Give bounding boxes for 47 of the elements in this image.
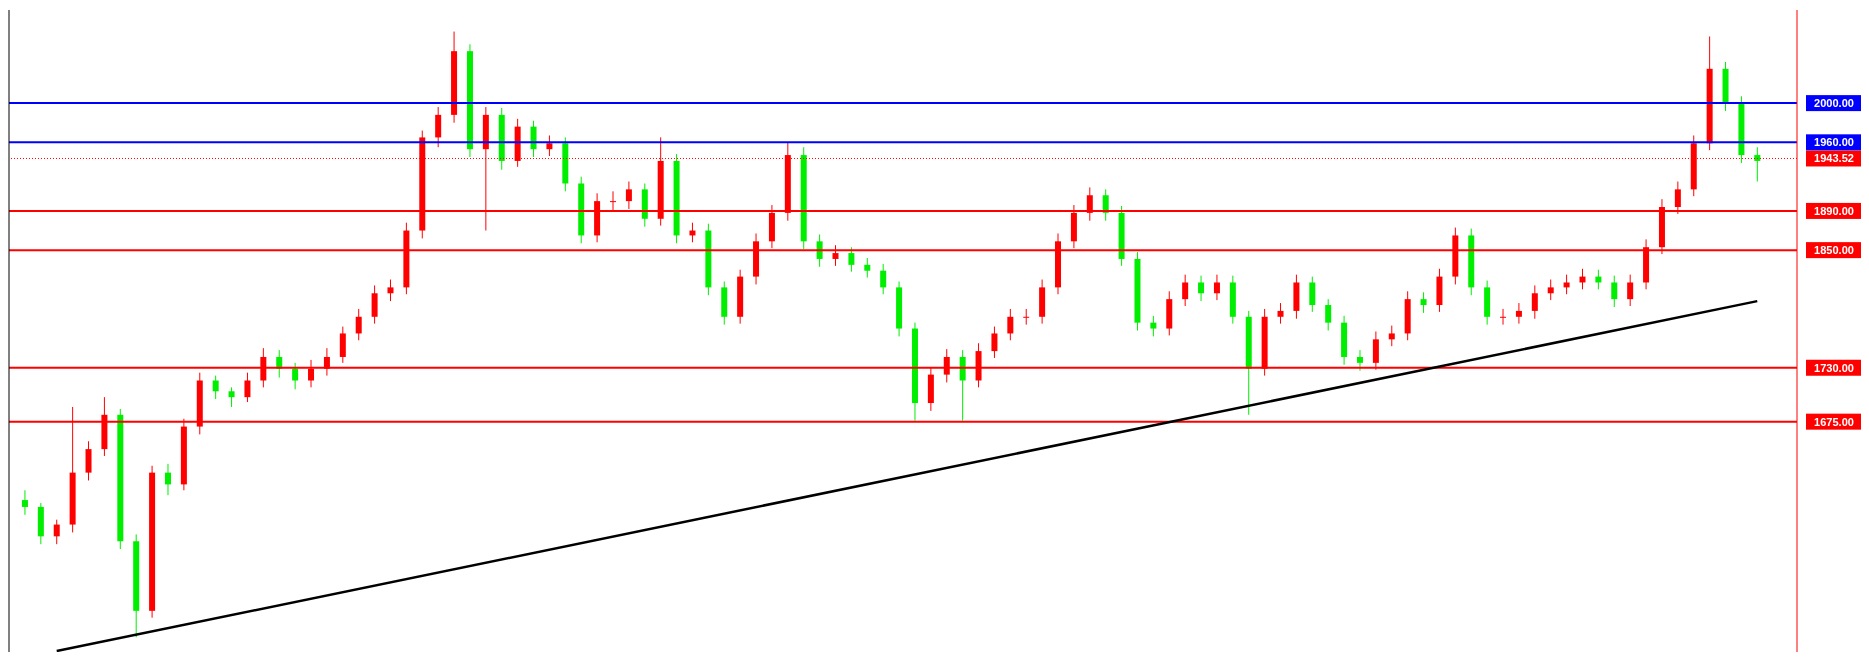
candlestick: [212, 375, 219, 400]
candlestick: [1309, 276, 1316, 313]
candlestick: [848, 246, 855, 273]
candlestick: [816, 233, 823, 268]
candlestick: [1627, 274, 1634, 307]
candlestick: [1182, 274, 1189, 307]
candlestick: [1563, 274, 1570, 295]
candlestick: [371, 284, 378, 325]
y-tick-label: 1730.00: [1814, 361, 1854, 374]
candlestick: [85, 440, 92, 481]
candlestick: [1515, 302, 1522, 325]
candlestick: [387, 279, 394, 302]
candlestick: [1547, 279, 1554, 301]
candlestick: [1213, 274, 1220, 301]
candlestick: [1277, 302, 1284, 325]
y-tick-label: 1943.52: [1814, 152, 1854, 165]
candlestick: [1611, 275, 1618, 308]
candlestick: [1198, 275, 1205, 302]
candlestick: [1531, 284, 1538, 320]
candlestick: [1102, 188, 1109, 222]
candlestick: [1007, 308, 1014, 341]
candlestick: [339, 326, 346, 364]
candlestick: [1420, 291, 1427, 314]
y-tick-label: 2000.00: [1814, 97, 1854, 110]
candlestick: [21, 489, 28, 516]
candlestick: [864, 257, 871, 279]
y-tick-label: 1675.00: [1814, 415, 1854, 428]
candlestick: [292, 362, 299, 390]
candlestick: [546, 134, 553, 157]
candlestick: [991, 326, 998, 359]
candlestick: [880, 263, 887, 295]
candlestick: [53, 519, 60, 545]
y-tick-label: 1890.00: [1814, 204, 1854, 217]
candlestick: [1754, 146, 1761, 183]
candlestick: [1325, 298, 1332, 332]
candlestick: [1150, 315, 1157, 337]
candlestick: [228, 386, 235, 408]
candlestick: [1023, 308, 1030, 326]
y-tick-label: 1850.00: [1814, 244, 1854, 257]
y-tick-label: 1960.00: [1814, 136, 1854, 149]
candlestick: [1356, 349, 1363, 372]
candlestick: [1388, 325, 1395, 347]
candlestick: [435, 106, 442, 148]
candlestick: [1500, 308, 1507, 326]
candlestick: [244, 372, 251, 403]
candlestick: [164, 463, 171, 496]
candlestick: [355, 308, 362, 341]
